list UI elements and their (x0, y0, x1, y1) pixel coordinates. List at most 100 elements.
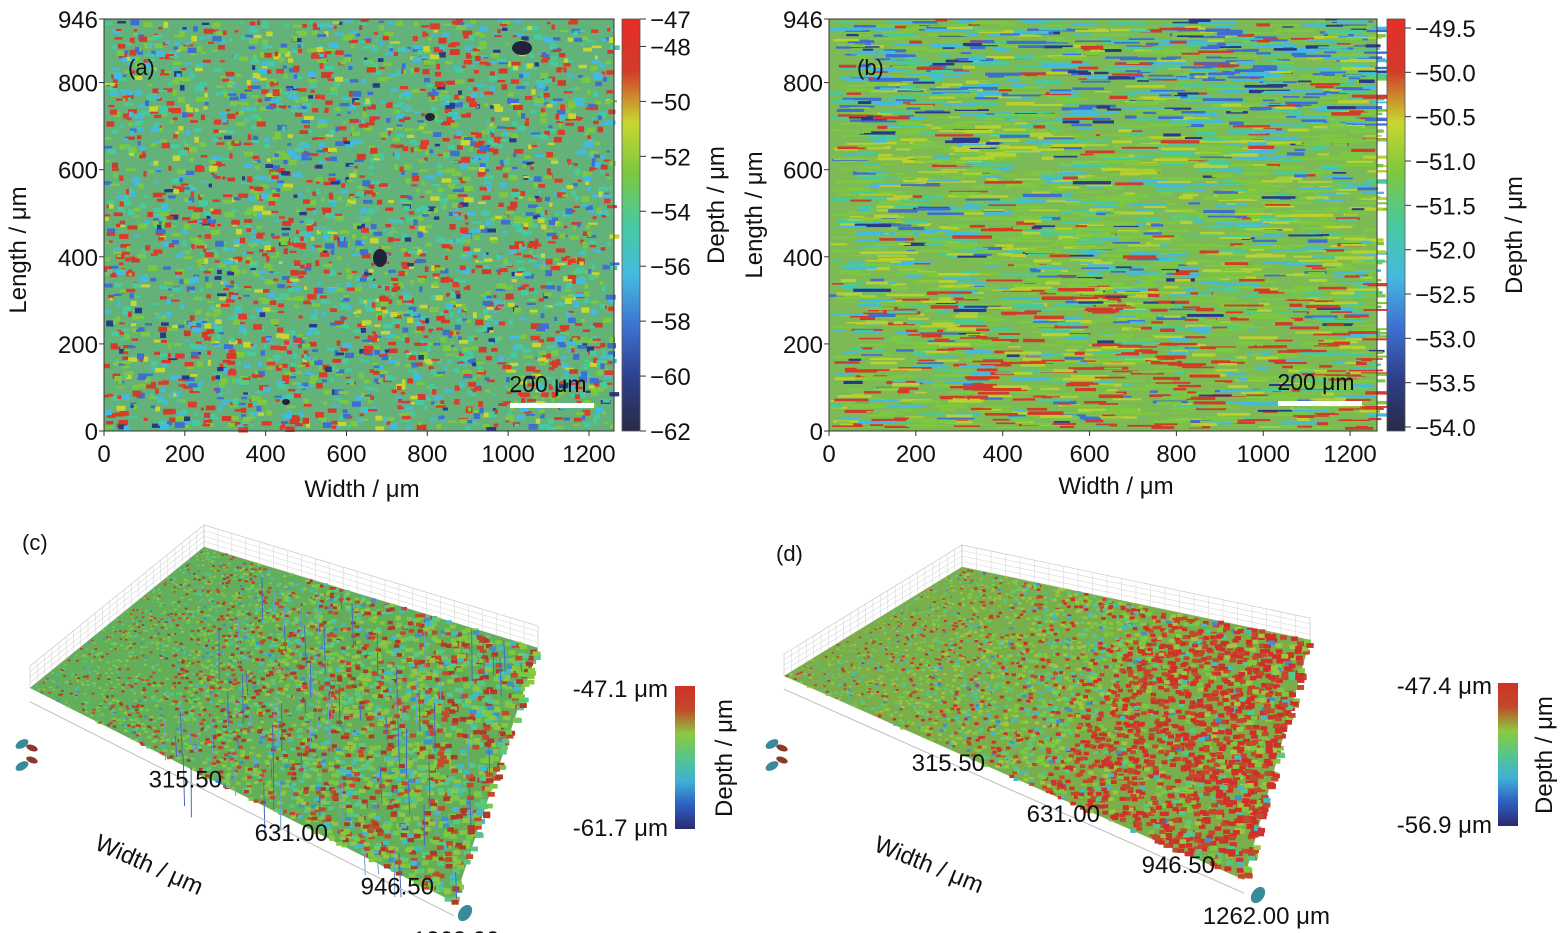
panel-a-scalebar (510, 403, 594, 408)
x-tick-label: 400 (246, 441, 286, 468)
panel-d-axis: 315.50 631.00 946.50 1262.00 μm (783, 688, 1330, 930)
width-tick-label: 315.50 (149, 767, 222, 794)
panel-d-xlabel: Width / μm (870, 831, 987, 899)
panel-a: (a) 0 200 400 600 800 1000 1200 0 200 400 600 800 94… (5, 7, 730, 503)
x-tick-label: 600 (326, 441, 366, 468)
panel-a-ticks: 0 200 400 600 800 1000 1200 0 200 400 600 800 946 (58, 7, 616, 468)
colorbar-tick-label: −48 (650, 34, 691, 61)
colorbar-tick-label: −62 (650, 419, 691, 446)
panel-d-surface (785, 569, 1314, 879)
panel-a-xlabel: Width / μm (304, 476, 419, 503)
x-tick-label: 1000 (481, 441, 534, 468)
panel-d-colorbar (1498, 683, 1518, 826)
width-tick-label: 1262.00 μm (413, 927, 540, 933)
panel-c: (c) 315.50 631.00 946.50 1262.00 μm Width /… (15, 524, 738, 933)
width-tick-label: 1262.00 μm (1203, 903, 1330, 930)
width-tick-label: 946.50 (361, 874, 434, 901)
y-tick-label: 600 (783, 158, 823, 185)
panel-c-colorbar-label: Depth / μm (711, 699, 738, 817)
colorbar-tick-label: −58 (650, 309, 691, 336)
panel-d-label: (d) (776, 541, 803, 566)
x-tick-label: 200 (896, 441, 936, 468)
panel-b: (b) 0 200 400 600 800 1000 1200 0 200 400 600 800 94… (741, 7, 1528, 500)
panel-c-surface (35, 549, 541, 905)
panel-c-axis: 315.50 631.00 946.50 1262.00 μm (29, 701, 540, 933)
colorbar-tick-label: −51.0 (1415, 149, 1476, 176)
x-tick-label: 200 (165, 441, 205, 468)
panel-b-scalebar (1278, 401, 1362, 406)
panel-b-label: (b) (857, 55, 884, 80)
x-tick-label: 800 (1156, 441, 1196, 468)
colorbar-tick-label: −52.0 (1415, 238, 1476, 265)
panel-b-xlabel: Width / μm (1058, 473, 1173, 500)
panel-b-colorbar-ticks: −49.5 −50.0 −50.5 −51.0 −51.5 −52.0 −52.5 −53.0… (1405, 16, 1476, 442)
panel-c-corner-icon (457, 904, 473, 922)
y-tick-label: 946 (58, 7, 98, 34)
colorbar-tick-label: −52.5 (1415, 282, 1476, 309)
panel-b-ylabel: Length / μm (741, 151, 768, 278)
y-tick-label: 0 (810, 419, 823, 446)
panel-c-colorbar (675, 686, 695, 829)
width-tick-label: 946.50 (1142, 852, 1215, 879)
colorbar-tick-label: −50.0 (1415, 60, 1476, 87)
panel-c-xlabel: Width / μm (91, 829, 207, 901)
x-tick-label: 400 (983, 441, 1023, 468)
y-tick-label: 600 (58, 158, 98, 185)
panel-c-colorbar-max: -47.1 μm (573, 676, 668, 703)
y-tick-label: 400 (58, 245, 98, 272)
x-tick-label: 800 (407, 441, 447, 468)
x-tick-label: 0 (822, 441, 835, 468)
panel-d-colorbar-min: -56.9 μm (1397, 812, 1492, 839)
width-tick-label: 315.50 (912, 750, 985, 777)
y-tick-label: 800 (58, 71, 98, 98)
y-tick-label: 200 (783, 332, 823, 359)
colorbar-tick-label: −52 (650, 144, 691, 171)
panel-a-frame (103, 18, 615, 432)
panel-b-colorbar-label: Depth / μm (1501, 176, 1528, 294)
colorbar-tick-label: −51.5 (1415, 193, 1476, 220)
x-tick-label: 1000 (1237, 441, 1290, 468)
panel-a-label: (a) (128, 55, 155, 80)
x-tick-label: 0 (97, 441, 110, 468)
colorbar-tick-label: −60 (650, 364, 691, 391)
colorbar-tick-label: −50 (650, 89, 691, 116)
panel-b-ticks: 0 200 400 600 800 1000 1200 0 200 400 600 800 946 (783, 7, 1377, 468)
colorbar-tick-label: −50.5 (1415, 105, 1476, 132)
panel-b-colorbar (1386, 18, 1406, 432)
y-tick-label: 800 (783, 71, 823, 98)
panel-a-scalebar-label: 200 μm (509, 371, 586, 397)
colorbar-tick-label: −47 (650, 7, 691, 34)
panel-a-colorbar-label: Depth / μm (703, 146, 730, 264)
panel-d-colorbar-label: Depth / μm (1531, 696, 1558, 814)
panel-d-orientation-icon (765, 739, 788, 771)
width-tick-label: 631.00 (255, 820, 328, 847)
panel-c-label: (c) (22, 530, 48, 555)
panel-c-colorbar-min: -61.7 μm (573, 815, 668, 842)
width-tick-label: 631.00 (1027, 801, 1100, 828)
y-tick-label: 200 (58, 332, 98, 359)
panel-a-ylabel: Length / μm (5, 186, 32, 313)
panel-c-orientation-icon (15, 739, 38, 771)
panel-b-map (829, 19, 1405, 430)
panel-c-spikes (150, 576, 523, 900)
colorbar-tick-label: −56 (650, 254, 691, 281)
x-tick-label: 1200 (562, 441, 615, 468)
colorbar-tick-label: −54 (650, 199, 691, 226)
colorbar-tick-label: −53.5 (1415, 371, 1476, 398)
panel-b-scalebar-label: 200 μm (1277, 369, 1354, 395)
x-tick-label: 1200 (1323, 441, 1376, 468)
colorbar-tick-label: −53.0 (1415, 326, 1476, 353)
y-tick-label: 400 (783, 245, 823, 272)
panel-d: (d) 315.50 631.00 946.50 1262.00 μm Width /… (765, 541, 1558, 930)
panel-a-colorbar (621, 18, 641, 432)
colorbar-tick-label: −54.0 (1415, 415, 1476, 442)
colorbar-tick-label: −49.5 (1415, 16, 1476, 43)
y-tick-label: 946 (783, 7, 823, 34)
panel-d-colorbar-max: -47.4 μm (1397, 673, 1492, 700)
x-tick-label: 600 (1070, 441, 1110, 468)
y-tick-label: 0 (85, 419, 98, 446)
panel-d-corner-icon (1250, 886, 1266, 904)
panel-b-frame (828, 18, 1378, 432)
panel-a-colorbar-ticks: −47−48 −50 −52 −54 −56 −58 −60 −62 (640, 7, 691, 446)
